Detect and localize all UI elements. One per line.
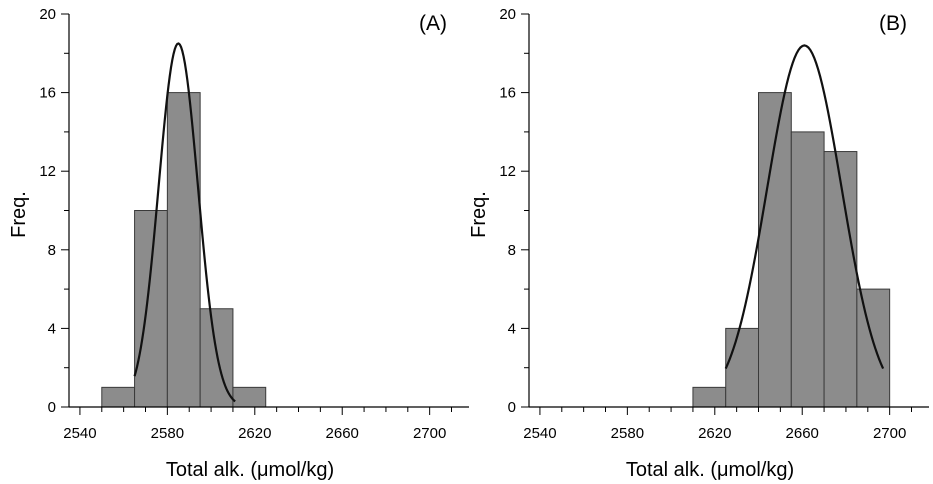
panel-b-x-tick-label: 2540 <box>523 425 556 442</box>
panel-b-y-axis-title: Freq. <box>468 191 490 238</box>
panel-a-x-axis-title: Total alk. (μmol/kg) <box>166 459 334 481</box>
panel-b-bar-5 <box>856 288 891 408</box>
panel-b-x-tick-label: 2700 <box>873 425 906 442</box>
panel-b-y-tick-label: 12 <box>499 163 516 180</box>
panel-b-x-axis-title: Total alk. (μmol/kg) <box>626 459 794 481</box>
panel-b-x-tick-label: 2660 <box>786 425 819 442</box>
panel-b-bar-3 <box>790 131 825 408</box>
panel-b-y-tick-label: 16 <box>499 85 516 102</box>
panel-b-bar-1 <box>725 327 760 408</box>
panel-b-x-tick-label: 2620 <box>698 425 731 442</box>
panel-a-x-tick-label: 2700 <box>413 425 446 442</box>
panel-a-y-tick-label: 12 <box>39 163 56 180</box>
panel-b-y-tick-label: 8 <box>508 242 516 259</box>
panel-a-y-tick-label: 4 <box>48 320 56 337</box>
panel-b-y-tick-label: 4 <box>508 320 516 337</box>
panel-b: 2540 2580 2620 2660 2700 0 4 8 12 16 20 Total alk. … <box>468 6 929 481</box>
panel-b-x-tick-label: 2580 <box>611 425 644 442</box>
panel-b-label: (B) <box>879 12 907 35</box>
panel-b-bar-0 <box>692 386 727 408</box>
panel-b-bar-4 <box>823 151 858 408</box>
panel-a-x-tick-label: 2660 <box>326 425 359 442</box>
panel-a-bar-2 <box>166 92 201 408</box>
panel-a-y-tick-label: 8 <box>48 242 56 259</box>
panel-a-bar-4 <box>232 386 267 408</box>
panel-b-y-tick-label: 20 <box>499 6 516 23</box>
panel-b-y-tick-label: 0 <box>508 399 516 416</box>
panel-a-x-tick-label: 2580 <box>151 425 184 442</box>
panel-a-y-axis-title: Freq. <box>8 191 30 238</box>
panel-a-x-tick-label: 2540 <box>63 425 96 442</box>
panel-a-y-tick-label: 16 <box>39 85 56 102</box>
panel-a-fit-curve <box>133 42 236 403</box>
panel-a-y-tick-label: 0 <box>48 399 56 416</box>
panel-a: 2540 2580 2620 2660 2700 0 4 8 12 16 20 Total alk. … <box>8 6 469 481</box>
panel-a-x-tick-label: 2620 <box>238 425 271 442</box>
panel-a-bar-1 <box>134 210 168 408</box>
panel-a-y-tick-label: 20 <box>39 6 56 23</box>
panel-a-label: (A) <box>419 12 447 35</box>
panel-b-fit-curve <box>724 44 885 370</box>
panel-a-bar-0 <box>101 386 136 408</box>
